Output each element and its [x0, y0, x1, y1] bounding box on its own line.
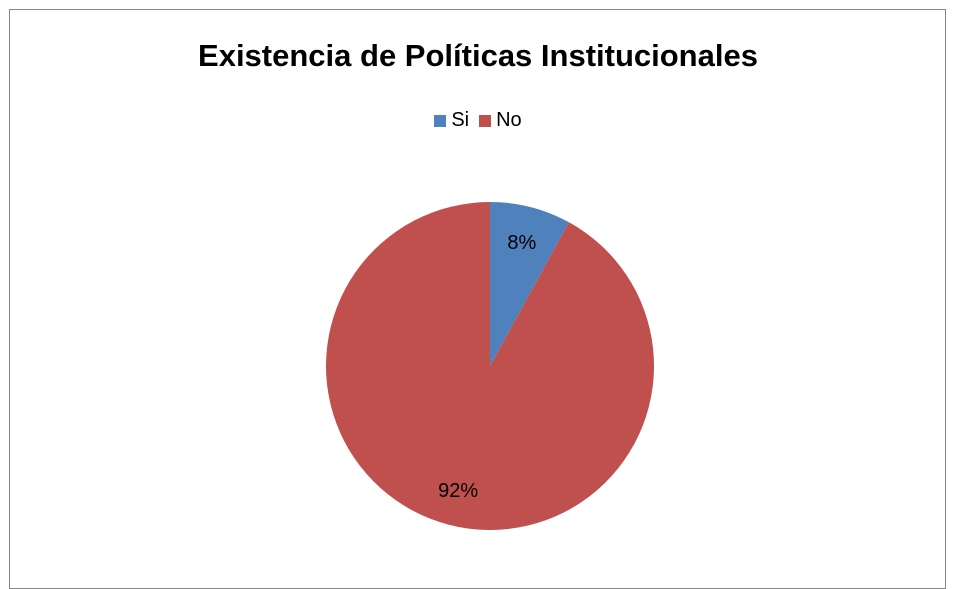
legend-item-si: Si	[434, 109, 469, 132]
pie-slice-si	[490, 202, 570, 366]
chart-title: Existencia de Políticas Institucionales	[198, 38, 758, 73]
legend-label-no: No	[496, 109, 522, 131]
data-label-no: 92%	[438, 480, 478, 502]
legend-swatch-si	[434, 114, 447, 127]
legend: Si No	[0, 109, 956, 132]
pie-slice-no	[325, 201, 654, 530]
data-label-si: 8%	[507, 232, 536, 254]
legend-item-no: No	[479, 109, 522, 132]
legend-swatch-no	[479, 114, 492, 127]
legend-label-si: Si	[451, 109, 470, 131]
